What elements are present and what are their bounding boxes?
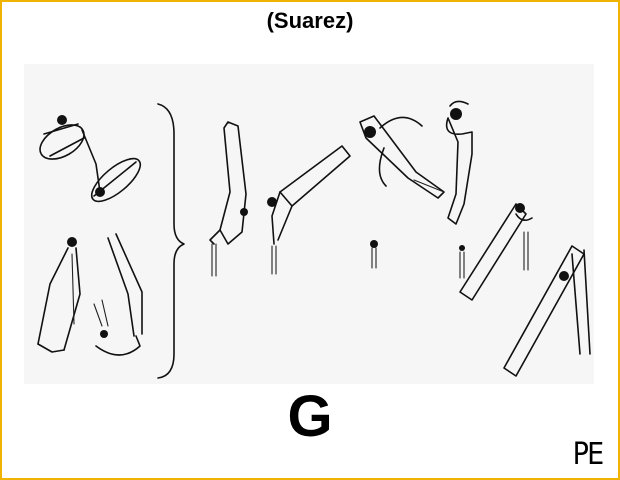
sequence-figure-3 [359,115,445,269]
event-label: PE [572,437,605,472]
skill-sketch-drawing [37,100,591,379]
sequence-figure-1 [209,121,248,277]
gymnast-name: (Suarez) [266,8,354,33]
sequence-brace [157,103,185,379]
prep-figure-top [39,115,142,203]
skill-sketch [24,64,594,384]
sequence-figure-2 [267,145,351,275]
difficulty-value: G [287,384,333,449]
sequence-figure-6 [503,245,591,377]
prep-figure-bottom [37,233,143,356]
sequence-figure-4 [445,100,473,279]
sequence-figure-5 [459,203,533,301]
